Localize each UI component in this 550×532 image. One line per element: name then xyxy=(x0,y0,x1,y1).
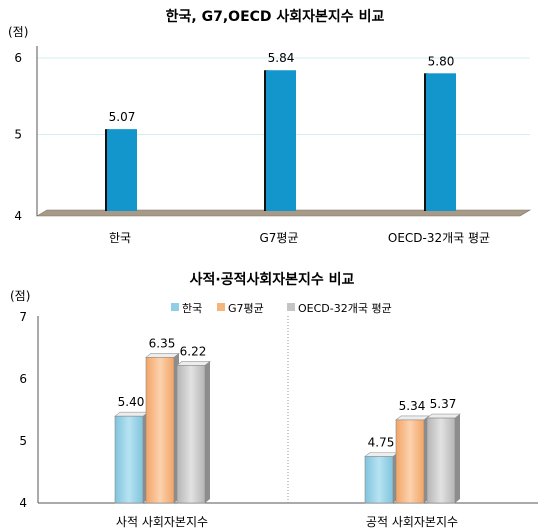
chart-2-bars xyxy=(114,352,461,504)
chart-1-y-tick: 4 xyxy=(14,209,22,223)
chart-2-value-label: 6.35 xyxy=(149,336,176,350)
chart-2-bar-top xyxy=(364,452,399,457)
chart-2-legend-label: 한국 xyxy=(182,302,202,315)
chart-2-bar xyxy=(426,417,456,504)
chart-1: 한국, G7,OECD 사회자본지수 비교 (점) 456 5.075.84 5.… xyxy=(8,9,532,245)
chart-1-value-label: 5.07 xyxy=(109,110,136,124)
chart-2-bar xyxy=(176,365,206,504)
chart-2-bar-top xyxy=(114,411,149,417)
chart-1-title: 한국, G7,OECD 사회자본지수 비교 xyxy=(166,9,385,25)
chart-2-bar-top xyxy=(426,413,461,419)
chart-2-value-label: 4.75 xyxy=(368,436,395,450)
chart-1-bar xyxy=(426,73,456,211)
chart-2-legend: 한국 G7평균 OECD-32개국 평균 xyxy=(171,302,392,315)
chart-2-y-tick: 5 xyxy=(19,434,27,448)
chart-2-value-labels: 5.40 4.75 6.35 5.34 6.22 5.37 xyxy=(118,336,457,449)
chart-2-legend-swatch xyxy=(217,303,225,311)
chart-1-y-tick: 6 xyxy=(14,51,22,65)
chart-1-category-label: G7평균 xyxy=(259,231,298,245)
chart-2-legend-label: G7평균 xyxy=(228,302,264,315)
chart-2-category-label: 공적 사회자본지수 xyxy=(366,515,458,529)
chart-2-legend-swatch xyxy=(287,303,295,311)
chart-1-categories: 한국 G7평균 OECD-32개국 평균 xyxy=(109,231,490,245)
chart-1-category-label: 한국 xyxy=(109,231,131,245)
chart-2-bar-top xyxy=(176,361,211,366)
chart-1-unit: (점) xyxy=(8,25,28,39)
chart-1-bar xyxy=(266,70,296,212)
chart-2-value-label: 5.37 xyxy=(430,397,457,411)
chart-2-category-label: 사적 사회자본지수 xyxy=(116,515,208,529)
chart-1-value-label: 5.84 xyxy=(268,51,295,65)
chart-1-value-label: 5.80 xyxy=(428,54,455,68)
chart-1-y-tick: 5 xyxy=(14,128,22,142)
chart-2-legend-label: OECD-32개국 평균 xyxy=(298,302,392,315)
chart-2-y-tick: 7 xyxy=(19,310,27,324)
chart-1-floor xyxy=(35,209,532,217)
chart-2-y-tick: 6 xyxy=(19,372,27,386)
chart-2-value-label: 5.40 xyxy=(118,395,145,409)
chart-1-bar xyxy=(107,129,137,211)
chart-2-value-label: 5.34 xyxy=(399,399,426,413)
chart-2-bar-side xyxy=(455,414,460,503)
chart-2-title: 사적·공적사회자본지수 비교 xyxy=(190,271,355,288)
chart-1-value-labels: 5.07 5.84 5.80 xyxy=(109,51,455,124)
chart-2: 사적·공적사회자본지수 비교 (점) 한국 G7평균 OECD-32개국 평균 4 5… xyxy=(10,271,538,529)
chart-2-bar-top xyxy=(145,352,180,358)
chart-2-categories: 사적 사회자본지수 공적 사회자본지수 xyxy=(116,515,458,529)
chart-1-category-label: OECD-32개국 평균 xyxy=(388,231,490,245)
chart-2-bar xyxy=(364,456,394,504)
chart-1-bars xyxy=(105,70,456,212)
chart-2-bar xyxy=(395,419,425,504)
chart-2-legend-swatch xyxy=(171,303,179,311)
chart-1-y-ticks: 4 5 6 xyxy=(14,51,22,223)
chart-2-y-tick: 4 xyxy=(19,496,27,510)
chart-2-y-ticks: 4 5 6 7 xyxy=(19,310,27,510)
chart-2-bar-side xyxy=(205,361,210,503)
chart-2-bar xyxy=(114,415,144,504)
chart-2-unit: (점) xyxy=(10,289,30,303)
chart-2-bar xyxy=(145,356,175,504)
chart-2-value-label: 6.22 xyxy=(180,344,207,358)
chart-2-bar-top xyxy=(395,415,430,421)
